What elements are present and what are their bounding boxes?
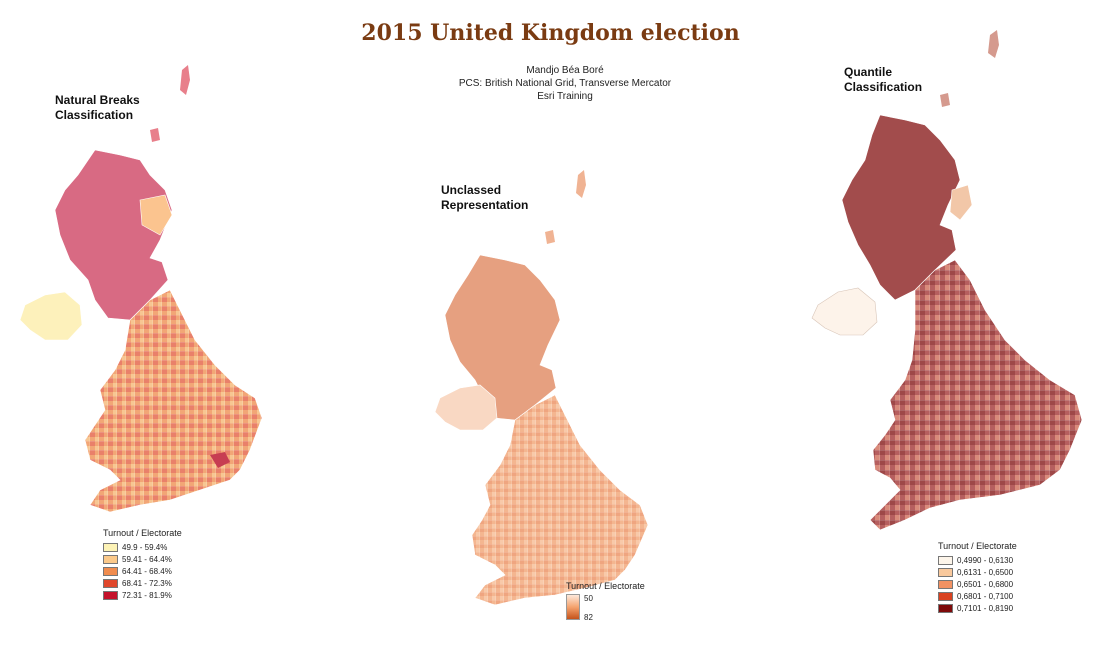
natural-breaks-label-line2: Classification: [55, 108, 134, 122]
legend-swatch: [103, 542, 118, 552]
shetland-islands: [180, 65, 190, 95]
unclassed-label-line2: Representation: [441, 198, 529, 212]
credits-block: Mandjo Béa Boré PCS: British National Gr…: [440, 64, 690, 103]
legend-row: 0,6131 - 0,6500: [938, 566, 1017, 578]
wales-england-region: [869, 259, 1083, 531]
legend-title: Turnout / Electorate: [566, 581, 645, 591]
unclassed-legend: Turnout / Electorate 50 82: [566, 581, 645, 622]
scotland-region: [54, 149, 173, 321]
quantile-label-line2: Classification: [844, 80, 923, 94]
legend-gradient: [566, 594, 580, 620]
legend-row: 64.41 - 68.4%: [103, 565, 182, 577]
quantile-label: Quantile Classification: [844, 65, 922, 95]
orkney-islands: [150, 128, 160, 142]
legend-swatch: [938, 555, 953, 565]
aberdeen-region: [139, 194, 173, 236]
wales-england-region: [471, 394, 649, 606]
legend-max-label: 50: [584, 594, 593, 603]
shetland-islands: [576, 170, 586, 198]
credit-author: Mandjo Béa Boré: [526, 65, 604, 76]
aberdeen-region: [949, 184, 973, 221]
legend-label: 68.41 - 72.3%: [122, 578, 172, 588]
wales-england-region: [84, 289, 263, 513]
legend-row: 68.41 - 72.3%: [103, 577, 182, 589]
legend-swatch: [938, 579, 953, 589]
legend-swatch: [938, 567, 953, 577]
northern-ireland-region: [19, 291, 83, 341]
legend-label: 0,7101 - 0,8190: [957, 603, 1014, 613]
legend-swatch: [938, 591, 953, 601]
legend-row: 49.9 - 59.4%: [103, 541, 182, 553]
legend-row: 0,6501 - 0,6800: [938, 578, 1017, 590]
legend-swatch: [103, 578, 118, 588]
legend-row: 59.41 - 64.4%: [103, 553, 182, 565]
legend-swatch: [103, 566, 118, 576]
legend-row: 72.31 - 81.9%: [103, 589, 182, 601]
quantile-map: [811, 30, 1083, 531]
northern-ireland-region: [811, 287, 878, 336]
legend-row: 0,6801 - 0,7100: [938, 590, 1017, 602]
legend-label: 0,4990 - 0,6130: [957, 555, 1014, 565]
legend-row: 0,7101 - 0,8190: [938, 602, 1017, 614]
legend-title: Turnout / Electorate: [103, 528, 182, 538]
legend-label: 0,6131 - 0,6500: [957, 567, 1014, 577]
legend-swatch: [103, 590, 118, 600]
natural-breaks-map: [19, 65, 263, 513]
legend-swatch: [103, 554, 118, 564]
natural-breaks-legend: Turnout / Electorate 49.9 - 59.4% 59.41 …: [103, 528, 182, 601]
legend-label: 49.9 - 59.4%: [122, 542, 168, 552]
orkney-islands: [545, 230, 555, 244]
legend-label: 0,6801 - 0,7100: [957, 591, 1014, 601]
unclassed-label: Unclassed Representation: [441, 183, 528, 213]
orkney-islands: [940, 93, 950, 107]
natural-breaks-label-line1: Natural Breaks: [55, 93, 140, 107]
natural-breaks-label: Natural Breaks Classification: [55, 93, 140, 123]
quantile-label-line1: Quantile: [844, 65, 893, 79]
unclassed-label-line1: Unclassed: [441, 183, 502, 197]
unclassed-map: [434, 170, 649, 606]
legend-label: 64.41 - 68.4%: [122, 566, 172, 576]
legend-label: 0,6501 - 0,6800: [957, 579, 1014, 589]
northern-ireland-region: [434, 384, 498, 431]
map-title: 2015 United Kingdom election: [361, 20, 740, 46]
quantile-legend: Turnout / Electorate 0,4990 - 0,6130 0,6…: [938, 541, 1017, 614]
shetland-islands: [988, 30, 999, 58]
credit-source: Esri Training: [537, 91, 593, 102]
legend-label: 72.31 - 81.9%: [122, 590, 172, 600]
legend-label: 59.41 - 64.4%: [122, 554, 172, 564]
legend-title: Turnout / Electorate: [938, 541, 1017, 551]
legend-swatch: [938, 603, 953, 613]
legend-row: 0,4990 - 0,6130: [938, 554, 1017, 566]
legend-min-label: 82: [584, 613, 593, 622]
london-area: [210, 452, 230, 468]
credit-pcs: PCS: British National Grid, Transverse M…: [458, 78, 672, 89]
